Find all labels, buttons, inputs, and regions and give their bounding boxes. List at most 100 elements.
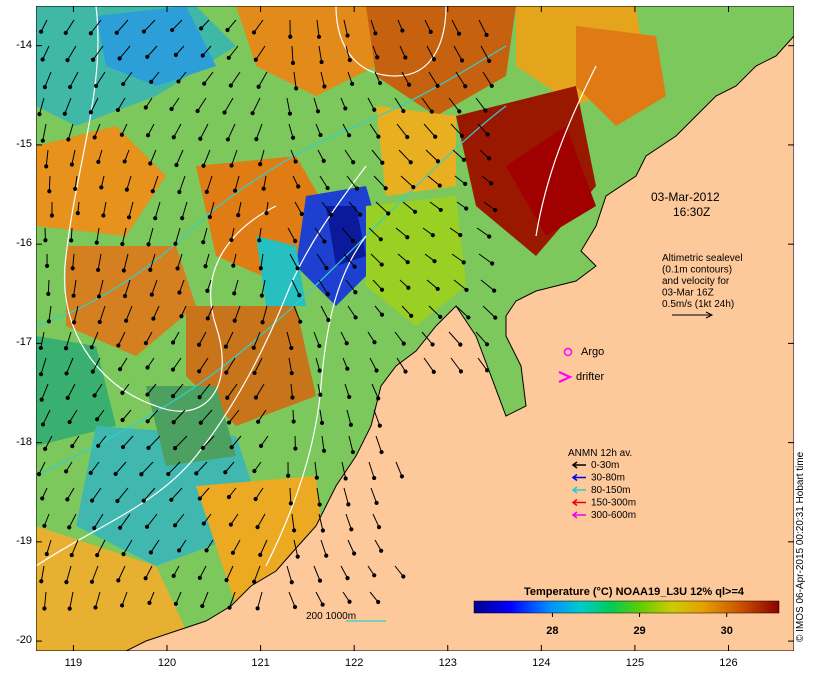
velocity-arrow bbox=[102, 201, 107, 216]
anmn-legend-label: 300-600m bbox=[591, 510, 636, 521]
velocity-arrow bbox=[289, 253, 299, 269]
colorbar-tick-label: 30 bbox=[721, 625, 733, 637]
velocity-arrow bbox=[453, 45, 463, 61]
velocity-arrow bbox=[122, 409, 132, 421]
velocity-arrow-head bbox=[71, 293, 76, 298]
velocity-arrow-head bbox=[121, 268, 126, 273]
velocity-arrow bbox=[402, 201, 416, 213]
velocity-arrow-head bbox=[40, 57, 45, 62]
velocity-arrow bbox=[228, 45, 239, 59]
velocity-arrow bbox=[40, 331, 45, 349]
velocity-arrow-head bbox=[379, 262, 384, 267]
velocity-arrow-head bbox=[463, 84, 468, 89]
velocity-arrow bbox=[315, 591, 324, 605]
velocity-arrow bbox=[119, 357, 128, 370]
velocity-arrow bbox=[346, 175, 358, 189]
velocity-arrow-head bbox=[88, 31, 93, 36]
velocity-arrow-head bbox=[67, 606, 72, 611]
velocity-arrow-head bbox=[122, 159, 127, 164]
velocity-arrow-head bbox=[195, 108, 200, 114]
velocity-arrow bbox=[257, 591, 263, 609]
velocity-arrow bbox=[345, 513, 352, 530]
velocity-arrow-head bbox=[317, 368, 322, 373]
velocity-arrow bbox=[340, 565, 348, 579]
velocity-arrow bbox=[290, 383, 293, 398]
velocity-arrow bbox=[64, 97, 72, 114]
velocity-arrow bbox=[175, 591, 182, 605]
velocity-arrow-head bbox=[257, 238, 262, 243]
velocity-arrow bbox=[452, 149, 465, 161]
velocity-arrow-head bbox=[117, 367, 123, 372]
velocity-arrow-head bbox=[432, 259, 437, 264]
velocity-arrow bbox=[40, 565, 45, 582]
velocity-arrow bbox=[172, 357, 182, 370]
velocity-arrow-head bbox=[438, 207, 443, 213]
velocity-arrow bbox=[122, 435, 134, 448]
velocity-arrow-head bbox=[173, 52, 178, 58]
velocity-arrow-head bbox=[258, 162, 263, 167]
velocity-arrow-head bbox=[95, 267, 101, 273]
velocity-arrow bbox=[181, 201, 188, 219]
velocity-arrow-head bbox=[225, 395, 230, 400]
velocity-arrow bbox=[313, 97, 319, 112]
velocity-arrow-head bbox=[169, 497, 174, 502]
velocity-arrow bbox=[171, 19, 183, 31]
velocity-arrow-head bbox=[373, 31, 378, 36]
velocity-arrow bbox=[74, 175, 78, 189]
velocity-arrow bbox=[90, 97, 99, 113]
velocity-arrow-head bbox=[325, 185, 330, 191]
velocity-arrow bbox=[71, 149, 76, 165]
velocity-arrow bbox=[262, 305, 268, 323]
velocity-arrow bbox=[475, 97, 487, 111]
velocity-arrow-head bbox=[67, 525, 72, 530]
velocity-arrow bbox=[69, 591, 74, 609]
lon-tick-label: 121 bbox=[251, 657, 270, 669]
velocity-arrow bbox=[207, 305, 214, 319]
velocity-arrow bbox=[117, 565, 126, 581]
sst-map[interactable]: 28 29 30 03-Mar-2012 16:30Z Altimetric sea… bbox=[35, 5, 795, 652]
altimetric-line: and velocity for bbox=[662, 276, 730, 287]
velocity-arrow-head bbox=[372, 475, 377, 481]
anmn-legend-arrowhead bbox=[571, 461, 578, 469]
velocity-arrow-head bbox=[251, 345, 256, 350]
velocity-arrow-head bbox=[372, 573, 377, 578]
colorbar-tick-label: 28 bbox=[546, 625, 558, 637]
velocity-arrow bbox=[263, 175, 267, 189]
velocity-arrow-head bbox=[319, 59, 324, 65]
velocity-arrow bbox=[65, 19, 75, 34]
velocity-arrow bbox=[259, 149, 265, 165]
velocity-arrow-head bbox=[401, 108, 406, 114]
velocity-arrow-head bbox=[90, 57, 96, 62]
velocity-arrow-head bbox=[345, 366, 350, 371]
velocity-arrow bbox=[121, 227, 127, 245]
velocity-arrow-head bbox=[485, 132, 490, 137]
velocity-arrow-head bbox=[228, 83, 233, 88]
velocity-arrow-head bbox=[316, 34, 322, 39]
velocity-arrow-head bbox=[65, 395, 70, 401]
velocity-arrow bbox=[252, 97, 261, 114]
velocity-arrow bbox=[174, 435, 188, 449]
velocity-arrow bbox=[482, 305, 496, 318]
velocity-arrow bbox=[119, 45, 131, 59]
velocity-arrow bbox=[348, 201, 361, 216]
velocity-arrow bbox=[67, 45, 77, 61]
velocity-arrow bbox=[117, 97, 126, 111]
velocity-arrow-head bbox=[255, 606, 260, 611]
velocity-arrow bbox=[288, 123, 294, 138]
velocity-arrow bbox=[178, 175, 186, 193]
velocity-arrow bbox=[341, 461, 347, 479]
velocity-arrow-head bbox=[260, 320, 265, 325]
velocity-arrow-head bbox=[403, 55, 408, 60]
velocity-arrow bbox=[291, 45, 294, 63]
velocity-arrow-head bbox=[89, 345, 94, 350]
velocity-arrow-head bbox=[374, 500, 379, 506]
velocity-arrow-head bbox=[383, 186, 388, 191]
velocity-arrow bbox=[344, 149, 354, 163]
velocity-arrow bbox=[143, 19, 156, 32]
altimetric-line: 0.5m/s (1kt 24h) bbox=[662, 299, 734, 310]
velocity-arrow bbox=[42, 123, 47, 141]
colorbar-title: Temperature (°C) NOAA19_L3U 12% ql>=4 bbox=[524, 586, 745, 598]
map-panel[interactable]: 28 29 30 03-Mar-2012 16:30Z Altimetric sea… bbox=[35, 5, 795, 652]
velocity-arrow-head bbox=[324, 553, 329, 558]
velocity-arrow-head bbox=[65, 58, 70, 63]
